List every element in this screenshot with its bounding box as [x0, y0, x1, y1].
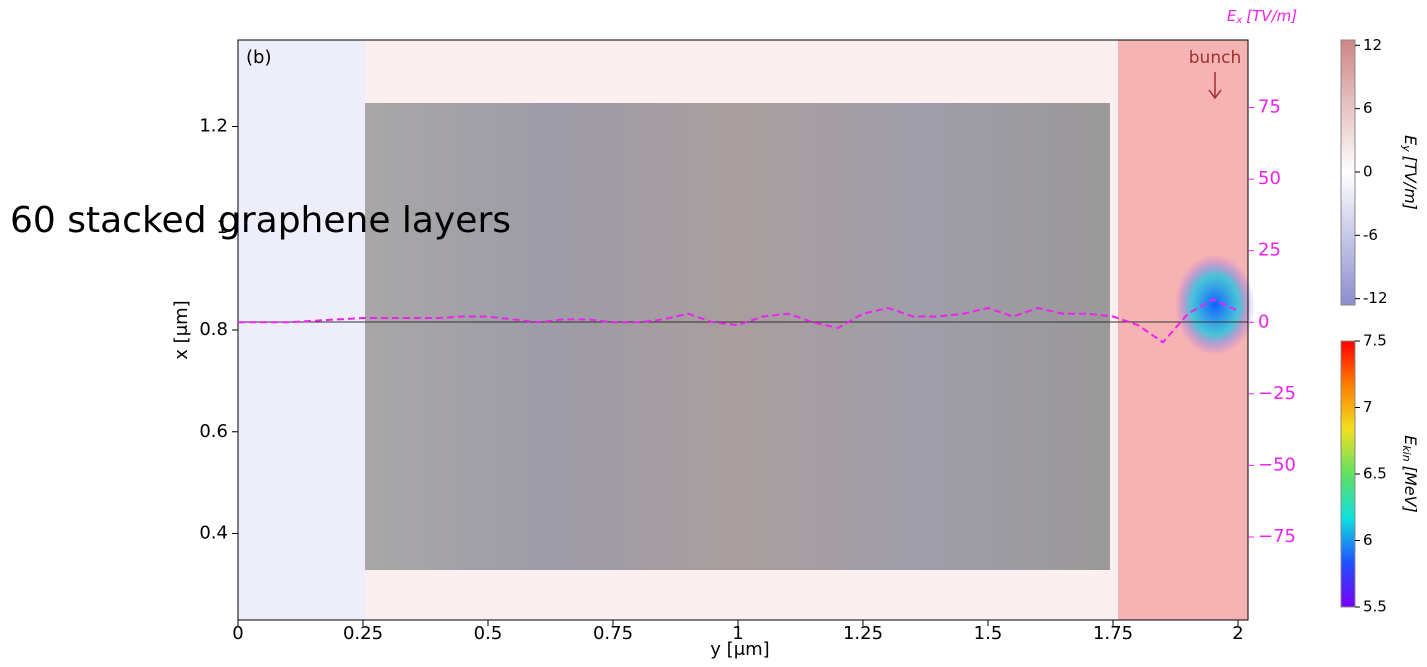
- colorbar-label-unit: [TV/m]: [1402, 156, 1421, 210]
- bunch-arrow-head: [1208, 89, 1222, 100]
- y2-label-unit: [TV/m]: [1246, 7, 1297, 25]
- colorbar-label-sub: y: [1400, 144, 1413, 152]
- x-tick-label: 0.25: [343, 623, 383, 644]
- y2-tick-label: −75: [1258, 526, 1296, 547]
- colorbar-label-symbol: E: [1402, 435, 1421, 446]
- x-tick-label: 1.75: [1093, 623, 1133, 644]
- colorbar-tick-label: -12: [1363, 289, 1388, 307]
- y2-tick-label: 0: [1258, 311, 1269, 332]
- colorbar-tick-label: 5.5: [1363, 598, 1387, 616]
- colorbar-label-sub: kin: [1400, 445, 1413, 461]
- colorbar-label: Ey [TV/m]: [1400, 135, 1421, 210]
- y-tick-label: 0.4: [199, 523, 228, 544]
- colorbar: [1340, 340, 1356, 608]
- y2-tick-label: 25: [1258, 240, 1281, 261]
- colorbar-tick-label: -6: [1363, 226, 1378, 244]
- x-tick-label: 1.25: [843, 623, 883, 644]
- x-axis-label: y [μm]: [710, 639, 769, 660]
- colorbar-tick-label: 6: [1363, 531, 1373, 549]
- y2-label-symbol: E: [1227, 7, 1237, 25]
- y2-tick-label: −50: [1258, 454, 1296, 475]
- colorbar-label-unit: [MeV]: [1402, 466, 1421, 513]
- y-axis-label: x [μm]: [171, 300, 192, 359]
- panel-label: (b): [246, 47, 271, 68]
- colorbar-label: Ekin [MeV]: [1400, 435, 1421, 513]
- colorbar-tick-label: 0: [1363, 162, 1373, 180]
- layers-label: 60 stacked graphene layers: [10, 200, 511, 241]
- ex-lineout: [238, 298, 1239, 344]
- y2-label-sub: x: [1235, 15, 1242, 26]
- x-tick-label: 0.5: [474, 623, 503, 644]
- x-tick-label: 0: [232, 623, 243, 644]
- colorbar-tick-label: 7: [1363, 398, 1373, 416]
- y-tick-label: 0.8: [199, 319, 228, 340]
- y-tick-label: 0.6: [199, 421, 228, 442]
- colorbar-tick-label: 6.5: [1363, 465, 1387, 483]
- y2-tick-label: 50: [1258, 168, 1281, 189]
- x-tick-label: 1.5: [974, 623, 1003, 644]
- colorbar: [1340, 39, 1356, 306]
- bunch-label: bunch: [1189, 48, 1241, 68]
- x-tick-label: 0.75: [593, 623, 633, 644]
- y-tick-label: 1.2: [199, 115, 228, 136]
- y-tick-label: 1: [217, 217, 228, 238]
- y2-tick-label: −25: [1258, 383, 1296, 404]
- colorbar-tick-label: 12: [1363, 36, 1382, 54]
- x-tick-label: 1: [732, 623, 743, 644]
- colorbar-tick-label: 6: [1363, 99, 1373, 117]
- x-tick-label: 2: [1232, 623, 1243, 644]
- colorbar-label-symbol: E: [1402, 135, 1421, 146]
- field-background: [238, 40, 1255, 620]
- y2-tick-label: 75: [1258, 97, 1281, 118]
- colorbar-tick-label: 7.5: [1363, 332, 1387, 350]
- y2-axis-label: Ex [TV/m]: [1227, 7, 1297, 27]
